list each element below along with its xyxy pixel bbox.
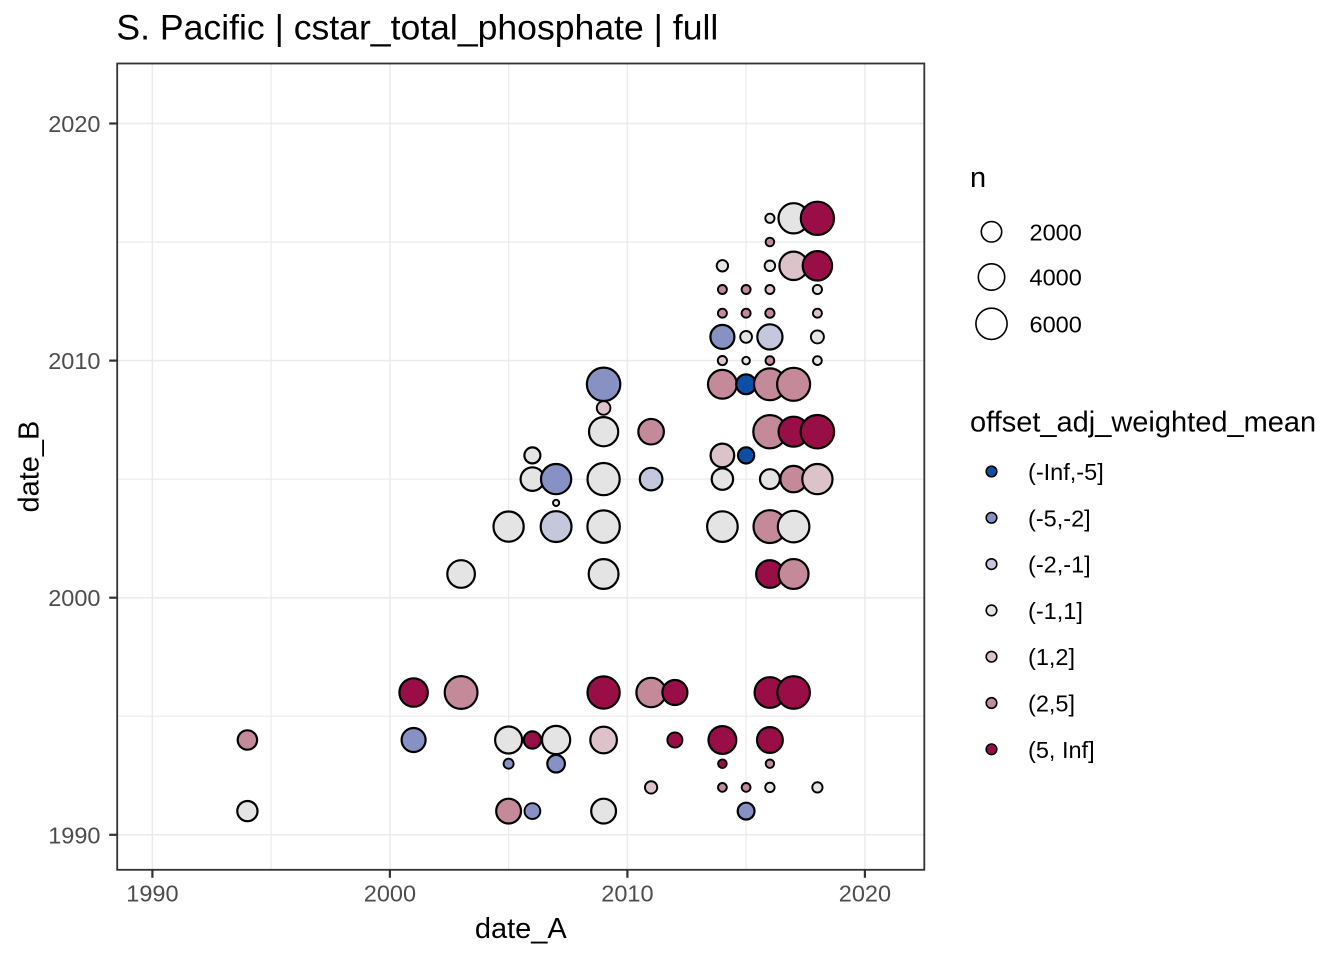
svg-text:(5, Inf]: (5, Inf] [1028, 737, 1095, 763]
svg-text:2000: 2000 [48, 585, 100, 611]
svg-text:2020: 2020 [839, 881, 891, 907]
svg-text:(-1,1]: (-1,1] [1028, 598, 1083, 624]
svg-text:2010: 2010 [601, 881, 653, 907]
svg-text:(2,5]: (2,5] [1028, 691, 1075, 717]
svg-text:2020: 2020 [48, 111, 100, 137]
svg-text:date_B: date_B [14, 421, 46, 513]
svg-text:2000: 2000 [364, 881, 416, 907]
svg-text:(-5,-2]: (-5,-2] [1028, 505, 1091, 531]
svg-text:(1,2]: (1,2] [1028, 644, 1075, 670]
svg-text:offset_adj_weighted_mean: offset_adj_weighted_mean [970, 407, 1316, 439]
svg-text:S. Pacific | cstar_total_phosp: S. Pacific | cstar_total_phosphate | ful… [116, 8, 718, 48]
svg-text:(-2,-1]: (-2,-1] [1028, 552, 1091, 578]
svg-text:date_A: date_A [475, 913, 568, 945]
svg-text:4000: 4000 [1030, 265, 1082, 291]
svg-text:n: n [970, 162, 986, 194]
svg-text:2000: 2000 [1030, 219, 1082, 245]
svg-text:1990: 1990 [126, 881, 178, 907]
svg-text:6000: 6000 [1030, 311, 1082, 337]
svg-text:2010: 2010 [48, 348, 100, 374]
svg-text:(-Inf,-5]: (-Inf,-5] [1028, 459, 1104, 485]
svg-text:1990: 1990 [48, 822, 100, 848]
